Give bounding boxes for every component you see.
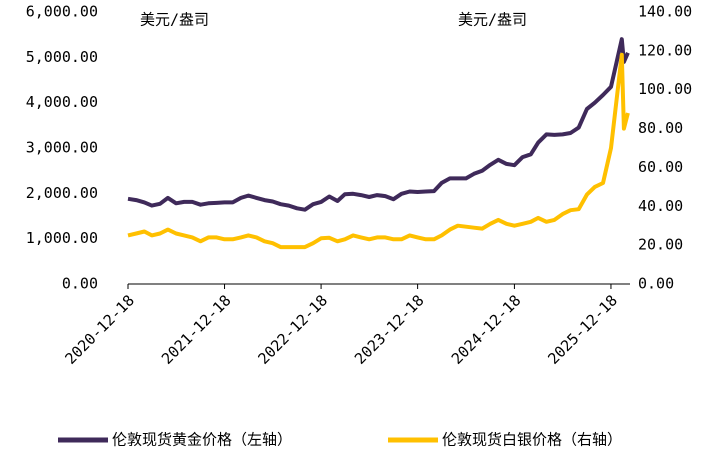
y-tick-label: 5,000.00 [26, 48, 98, 66]
x-tick-label: 2020-12-18 [61, 291, 138, 368]
y-unit-label: 美元/盎司 [140, 11, 209, 29]
y2-tick-label: 120.00 [638, 41, 692, 59]
y-tick-label: 4,000.00 [26, 93, 98, 111]
y2-tick-label: 0.00 [638, 275, 674, 293]
y2-tick-label: 20.00 [638, 236, 683, 254]
y2-unit-label: 美元/盎司 [458, 11, 527, 29]
y2-tick-label: 80.00 [638, 119, 683, 137]
series-line [127, 52, 630, 250]
x-tick-label: 2024-12-18 [448, 291, 525, 368]
x-tick-label: 2025-12-18 [544, 291, 621, 368]
series-line [127, 37, 630, 212]
y-tick-label: 6,000.00 [26, 3, 98, 21]
y2-tick-label: 40.00 [638, 197, 683, 215]
y2-tick-label: 60.00 [638, 158, 683, 176]
y-tick-label: 0.00 [62, 275, 98, 293]
y2-tick-label: 100.00 [638, 80, 692, 98]
y-tick-label: 2,000.00 [26, 184, 98, 202]
y2-tick-label: 140.00 [638, 3, 692, 21]
legend-label: 伦敦现货黄金价格（左轴） [112, 431, 292, 449]
y-tick-label: 1,000.00 [26, 229, 98, 247]
x-tick-label: 2021-12-18 [158, 291, 235, 368]
legend-label: 伦敦现货白银价格（右轴） [442, 431, 622, 449]
x-tick-label: 2022-12-18 [254, 291, 331, 368]
y-tick-label: 3,000.00 [26, 139, 98, 157]
x-tick-label: 2023-12-18 [351, 291, 428, 368]
